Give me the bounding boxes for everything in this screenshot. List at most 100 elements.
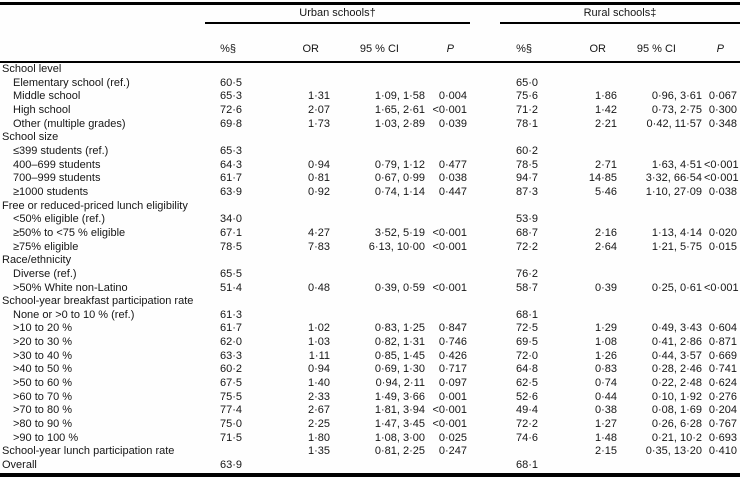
cell-rural-pct: 75·6: [515, 90, 538, 103]
row-label: Diverse (ref.): [13, 267, 77, 280]
cell-rural-p: 0·410: [708, 445, 737, 458]
cell-rural-or: 2·15: [594, 445, 617, 458]
cell-urban-p: 0·001: [438, 390, 467, 403]
cell-rural-ci: [619, 295, 704, 309]
cell-urban-pct: 78·5: [219, 240, 242, 253]
cell-rural-p: 0·604: [708, 322, 737, 335]
cell-urban-p: <0·001: [432, 103, 467, 116]
cell-rural-or: [541, 213, 619, 227]
cell-rural-or: 1·26: [594, 349, 617, 362]
column-gap: [470, 227, 500, 241]
cell-urban-p: <0·001: [432, 226, 467, 239]
header-rule: [0, 61, 740, 63]
cell-rural-pct: 58·7: [515, 281, 538, 294]
cell-rural-p: [704, 254, 740, 268]
cell-urban-pct: 61·3: [219, 308, 242, 321]
cell-urban-ci: [332, 77, 427, 91]
column-gap: [470, 200, 500, 214]
cell-rural-ci: [619, 200, 704, 214]
cell-rural-ci: [619, 459, 704, 473]
cell-rural-or: 14·85: [588, 172, 617, 185]
row-label: Elementary school (ref.): [13, 76, 130, 89]
cell-urban-ci: 0·83, 1·25: [374, 322, 425, 335]
cell-urban-pct: [205, 131, 245, 145]
table-row: ≥50% to <75 % eligible 67·1 4·27 3·52, 5·19…: [0, 227, 740, 241]
cell-rural-p: <0·001: [704, 281, 739, 294]
cell-rural-or: 2·71: [594, 158, 617, 171]
column-gap: [470, 63, 500, 77]
cell-urban-pct: 61·7: [219, 322, 242, 335]
row-label: Middle school: [13, 90, 81, 103]
cell-urban-pct: 67·1: [219, 226, 242, 239]
cell-urban-ci: 0·82, 1·31: [374, 336, 425, 349]
cell-rural-p: [704, 131, 740, 145]
cell-rural-pct: 49·4: [515, 404, 538, 417]
cell-urban-p: 0·746: [438, 336, 467, 349]
cell-rural-pct: 72·2: [515, 240, 538, 253]
cell-urban-or: 1·73: [307, 117, 330, 130]
cell-urban-ci: 0·67, 0·99: [374, 172, 425, 185]
cell-urban-pct: 65·3: [219, 144, 242, 157]
cell-urban-or: 2·33: [307, 390, 330, 403]
cell-rural-ci: 0·42, 11·57: [646, 117, 702, 130]
row-label: >50 to 60 %: [13, 377, 73, 390]
cell-rural-ci: 0·35, 13·20: [645, 445, 702, 458]
column-gap: [470, 241, 500, 255]
cell-urban-or: 0·81: [307, 172, 330, 185]
cell-rural-pct: 76·2: [515, 267, 538, 280]
row-label: >90 to 100 %: [13, 431, 79, 444]
table-row: ≥75% eligible 78·5 7·83 6·13, 10·00 <0·001 72…: [0, 241, 740, 255]
cell-rural-pct: 72·5: [515, 322, 538, 335]
cell-rural-or: [541, 145, 619, 159]
cell-rural-or: 1·48: [594, 431, 617, 444]
row-label: Race/ethnicity: [2, 254, 72, 267]
column-gap: [470, 322, 500, 336]
cell-urban-pct: 71·5: [219, 431, 242, 444]
cell-rural-pct: 65·0: [515, 76, 538, 89]
row-label: >80 to 90 %: [13, 418, 73, 431]
cell-urban-p: [427, 459, 470, 473]
cell-urban-p: <0·001: [432, 418, 467, 431]
row-label: >60 to 70 %: [13, 390, 73, 403]
row-label: Free or reduced-priced lunch eligibility: [2, 199, 188, 212]
cell-urban-ci: 1·49, 3·66: [374, 390, 425, 403]
cell-urban-or: 1·40: [307, 377, 330, 390]
cell-urban-ci: 1·47, 3·45: [374, 418, 425, 431]
cell-urban-ci: 3·52, 5·19: [374, 226, 425, 239]
table-row: >20 to 30 % 62·0 1·03 0·82, 1·31 0·746 69·5 1·…: [0, 336, 740, 350]
cell-rural-p: 0·741: [708, 363, 737, 376]
cell-urban-p: <0·001: [432, 281, 467, 294]
cell-rural-pct: 72·0: [515, 349, 538, 362]
cell-rural-or: 1·86: [594, 90, 617, 103]
table-row: >50% White non-Latino 51·4 0·48 0·39, 0·59 <…: [0, 282, 740, 296]
cell-urban-or: [245, 309, 332, 323]
column-gap: [470, 268, 500, 282]
cell-urban-pct: 75·0: [219, 418, 242, 431]
cell-urban-p: 0·426: [438, 349, 467, 362]
section-row: Free or reduced-priced lunch eligibility: [0, 200, 740, 214]
cell-urban-ci: [332, 295, 427, 309]
cell-urban-or: [245, 213, 332, 227]
cell-rural-or: [541, 200, 619, 214]
cell-urban-ci: 6·13, 10·00: [368, 240, 425, 253]
cell-urban-or: 7·83: [307, 240, 330, 253]
cell-urban-p: [427, 77, 470, 91]
cell-urban-p: 0·447: [438, 185, 467, 198]
cell-urban-or: [245, 77, 332, 91]
group-header-row: Urban schools† Rural schools‡: [0, 5, 740, 24]
column-gap: [470, 350, 500, 364]
cell-rural-pct: 78·1: [515, 117, 538, 130]
cell-rural-pct: 60·2: [515, 144, 538, 157]
cell-rural-pct: [500, 63, 541, 77]
column-gap: [470, 145, 500, 159]
cell-urban-or: 1·02: [307, 322, 330, 335]
table-row: ≤399 students (ref.) 65·3 60·2: [0, 145, 740, 159]
cell-rural-pct: 78·5: [515, 158, 538, 171]
column-gap: [470, 404, 500, 418]
cell-urban-pct: 69·8: [219, 117, 242, 130]
bottom-rule: [0, 472, 740, 477]
cell-urban-or: 0·48: [307, 281, 330, 294]
table-row: ≥1000 students 63·9 0·92 0·74, 1·14 0·447 87·…: [0, 186, 740, 200]
cell-urban-p: [427, 268, 470, 282]
cell-urban-pct: 63·9: [219, 459, 242, 472]
